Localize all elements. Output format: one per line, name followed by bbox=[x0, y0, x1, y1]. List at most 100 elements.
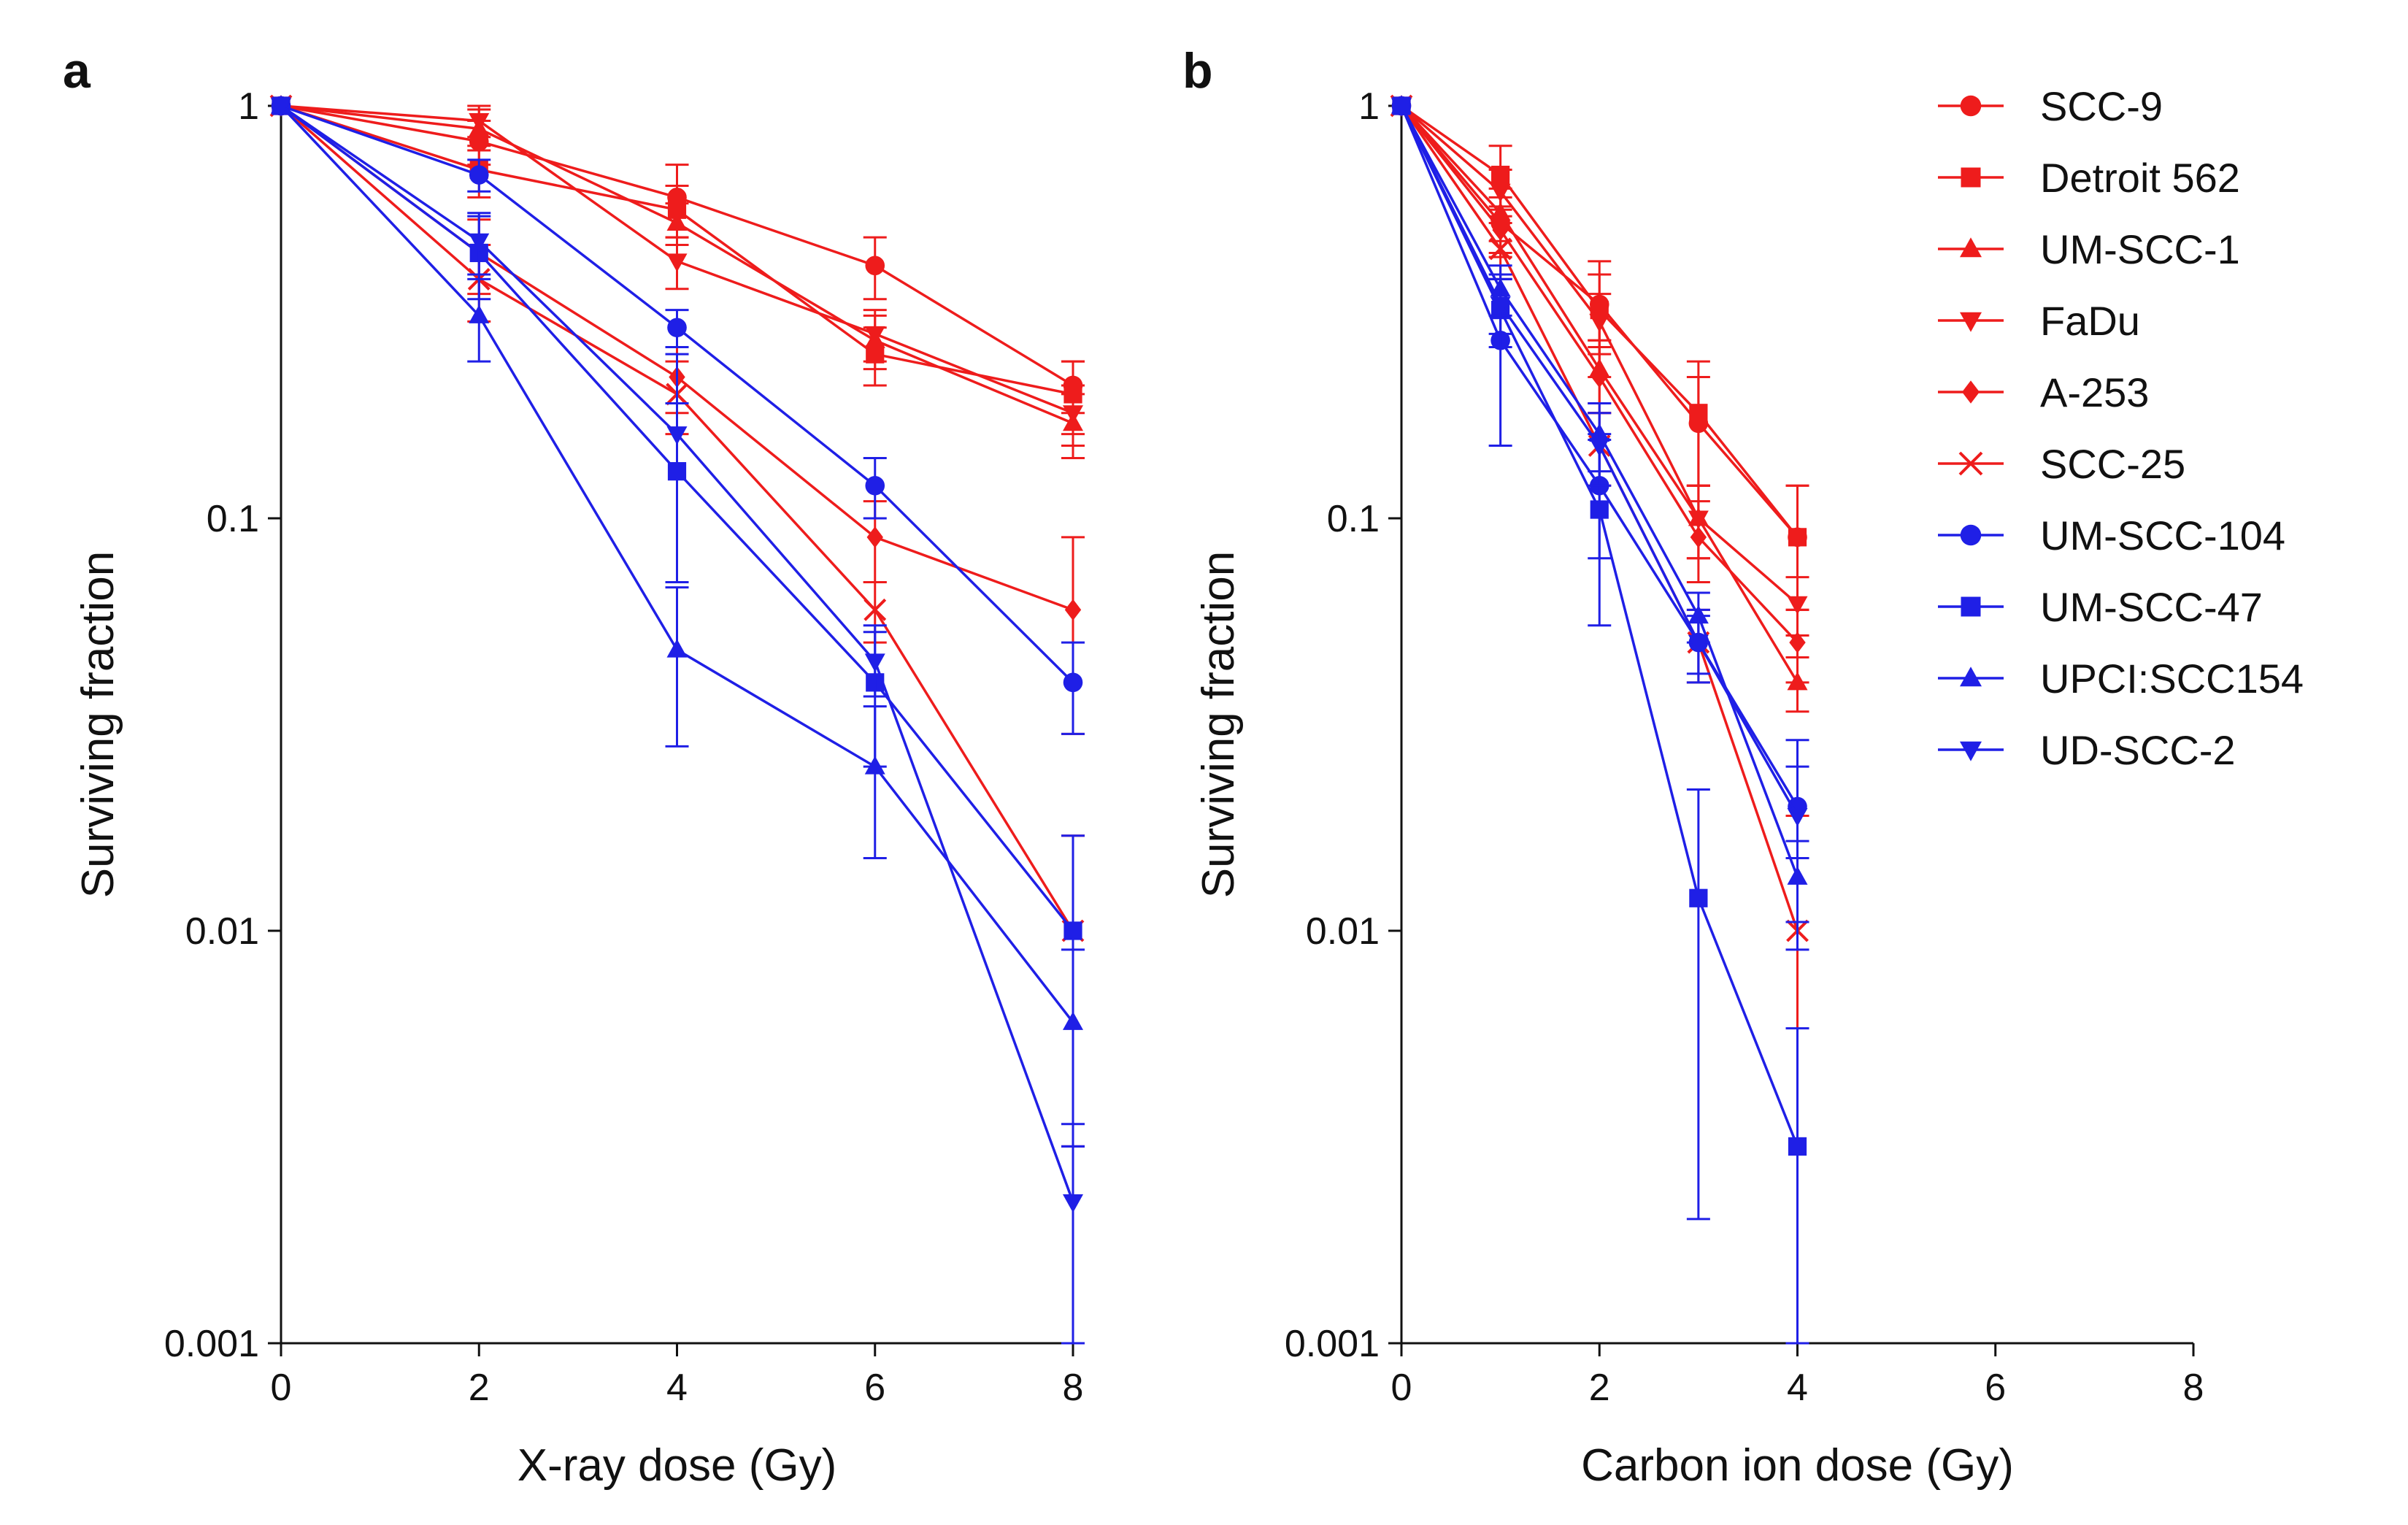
y-axis-label: Surviving fraction bbox=[1193, 551, 1244, 899]
data-point bbox=[1063, 921, 1082, 940]
y-tick-label: 0.001 bbox=[1285, 1323, 1380, 1365]
legend-label: UD-SCC-2 bbox=[2040, 727, 2236, 773]
panel-b: b 1 0.1 0.01 0.001 0 2 4 6 8 Carbon ion dose (Gy)… bbox=[1182, 43, 2204, 1491]
data-point bbox=[1589, 313, 1610, 333]
data-point bbox=[1788, 1137, 1807, 1156]
legend-label: SCC-9 bbox=[2040, 83, 2163, 129]
y-axis-label: Surviving fraction bbox=[73, 551, 123, 899]
data-point bbox=[1591, 366, 1608, 388]
data-point bbox=[1589, 438, 1610, 457]
legend-label: SCC-25 bbox=[2040, 441, 2185, 487]
data-point bbox=[1590, 500, 1609, 519]
legend-label: A-253 bbox=[2040, 369, 2149, 415]
x-axis-label: X-ray dose (Gy) bbox=[518, 1440, 837, 1491]
legend-marker-square-icon bbox=[1961, 596, 1981, 617]
panel-a-letter: a bbox=[63, 43, 91, 99]
y-tick-label: 0.01 bbox=[185, 910, 259, 953]
data-point bbox=[469, 112, 490, 132]
legend: SCC-9 Detroit 562 UM-SCC-1 FaDu A-253 SCC-25 U… bbox=[1938, 83, 2304, 773]
data-point bbox=[1688, 604, 1709, 624]
data-point bbox=[863, 598, 887, 621]
legend-item: SCC-9 bbox=[1938, 83, 2163, 129]
legend-label: UM-SCC-104 bbox=[2040, 512, 2285, 558]
data-point bbox=[666, 639, 688, 658]
x-tick-label: 4 bbox=[666, 1367, 688, 1409]
data-point bbox=[271, 98, 291, 117]
data-point bbox=[1063, 1011, 1083, 1030]
legend-label: UPCI:SCC154 bbox=[2040, 656, 2304, 702]
data-point bbox=[865, 256, 885, 276]
series-UD-SCC-2 bbox=[1391, 98, 1809, 951]
legend-item: SCC-25 bbox=[1938, 441, 2185, 487]
legend-marker-cross-icon bbox=[1958, 451, 1983, 476]
legend-label: UM-SCC-1 bbox=[2040, 226, 2240, 272]
legend-item: UPCI:SCC154 bbox=[1938, 656, 2304, 702]
legend-marker-triangle-down-icon bbox=[1960, 741, 1982, 761]
data-point bbox=[865, 475, 885, 496]
data-point bbox=[1063, 672, 1083, 693]
data-point bbox=[866, 526, 883, 548]
panel-b-plot: 1 0.1 0.01 0.001 0 2 4 6 8 Carbon ion dose (Gy) Su… bbox=[1193, 85, 2204, 1491]
data-point bbox=[667, 318, 687, 338]
legend-marker-triangle-up-icon bbox=[1960, 667, 1982, 687]
legend-item: UM-SCC-47 bbox=[1938, 584, 2263, 630]
legend-marker-square-icon bbox=[1961, 167, 1981, 188]
x-axis-label: Carbon ion dose (Gy) bbox=[1581, 1440, 2014, 1491]
legend-marker-triangle-up-icon bbox=[1960, 237, 1982, 258]
series-UPCI:SCC154 bbox=[271, 95, 1085, 1148]
data-point bbox=[864, 653, 885, 672]
data-point bbox=[666, 212, 688, 231]
legend-marker-triangle-down-icon bbox=[1960, 312, 1982, 332]
data-point bbox=[1788, 528, 1807, 547]
series-UD-SCC-2 bbox=[271, 98, 1085, 1345]
y-tick-label: 1 bbox=[1358, 85, 1380, 128]
panel-a-plot: 1 0.1 0.01 0.001 0 2 4 6 8 X-ray dose (Gy) Survivi… bbox=[73, 85, 1085, 1491]
y-tick-label: 0.1 bbox=[207, 498, 259, 540]
data-point bbox=[1688, 634, 1709, 653]
panel-a: a 1 0.1 0.01 0.001 0 2 4 6 8 X-ray dose (Gy) Survi… bbox=[63, 43, 1085, 1491]
data-point bbox=[1689, 404, 1708, 423]
x-tick-label: 6 bbox=[1985, 1367, 2006, 1409]
data-point bbox=[469, 304, 490, 323]
data-point bbox=[1787, 596, 1808, 615]
data-point bbox=[469, 233, 490, 252]
data-point bbox=[469, 165, 489, 185]
data-point bbox=[1391, 98, 1412, 117]
data-point bbox=[1490, 296, 1511, 315]
y-tick-label: 1 bbox=[238, 85, 259, 128]
legend-label: FaDu bbox=[2040, 298, 2140, 344]
legend-marker-circle-icon bbox=[1960, 524, 1982, 546]
y-tick-label: 0.1 bbox=[1327, 498, 1380, 540]
y-tick-label: 0.001 bbox=[164, 1323, 259, 1365]
x-tick-label: 2 bbox=[469, 1367, 490, 1409]
x-tick-label: 8 bbox=[1063, 1367, 1084, 1409]
data-point bbox=[1690, 526, 1707, 548]
x-tick-label: 4 bbox=[1787, 1367, 1808, 1409]
legend-item: UM-SCC-104 bbox=[1938, 512, 2285, 558]
legend-label: Detroit 562 bbox=[2040, 155, 2240, 201]
legend-item: Detroit 562 bbox=[1938, 155, 2240, 201]
data-point bbox=[1689, 888, 1708, 907]
legend-item: FaDu bbox=[1938, 298, 2140, 344]
data-point bbox=[1064, 599, 1082, 621]
legend-item: A-253 bbox=[1938, 369, 2149, 415]
series-UM-SCC-104 bbox=[271, 96, 1085, 735]
data-point bbox=[666, 426, 688, 445]
data-point bbox=[1063, 1194, 1083, 1213]
data-point bbox=[1490, 183, 1511, 202]
data-point bbox=[864, 326, 885, 345]
data-point bbox=[864, 756, 885, 775]
y-tick-label: 0.01 bbox=[1306, 910, 1380, 953]
x-tick-label: 8 bbox=[2183, 1367, 2204, 1409]
legend-marker-diamond-icon bbox=[1962, 380, 1980, 404]
legend-item: UM-SCC-1 bbox=[1938, 226, 2240, 272]
data-point bbox=[1787, 808, 1808, 827]
data-point bbox=[666, 253, 688, 272]
legend-marker-circle-icon bbox=[1960, 95, 1982, 117]
legend-item: UD-SCC-2 bbox=[1938, 727, 2236, 773]
data-point bbox=[1489, 237, 1512, 261]
x-tick-label: 2 bbox=[1589, 1367, 1610, 1409]
x-tick-label: 0 bbox=[1391, 1367, 1412, 1409]
data-point bbox=[1063, 405, 1083, 424]
